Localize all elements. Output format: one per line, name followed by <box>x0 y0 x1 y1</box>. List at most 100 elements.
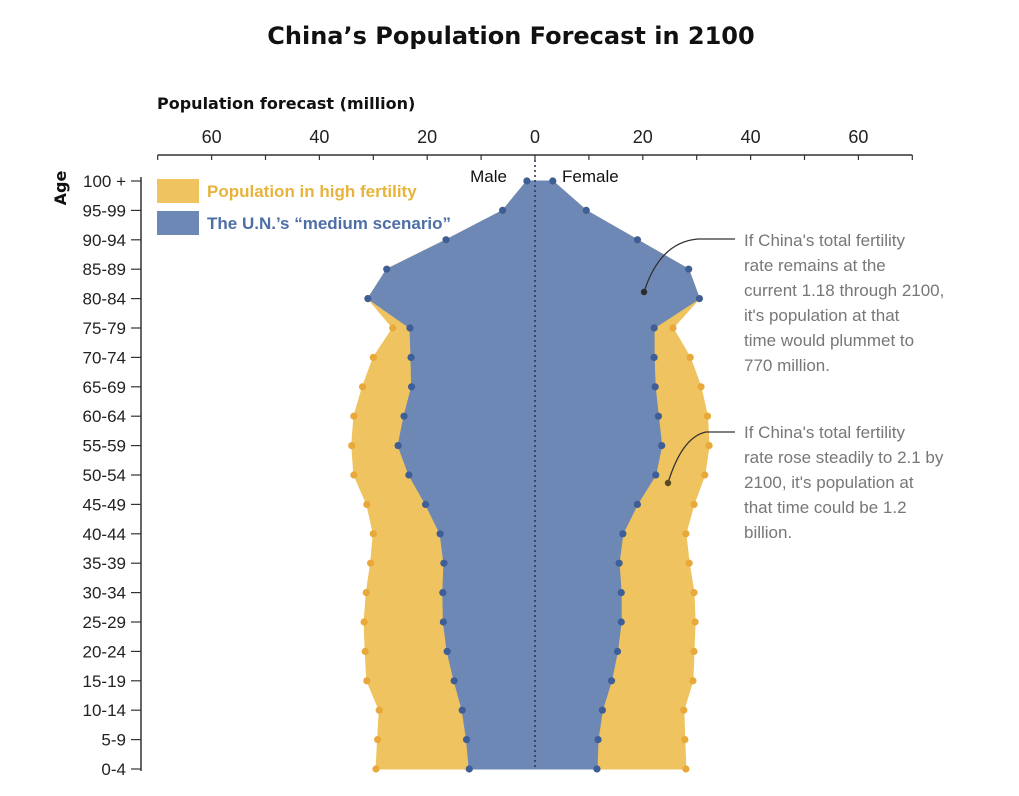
medium-scenario-point-female <box>582 206 590 214</box>
high-fertility-point-female <box>689 677 697 685</box>
annotation-text-line: 770 million. <box>744 356 830 375</box>
medium-scenario-point-male <box>400 412 408 420</box>
x-tick-label: 0 <box>530 127 540 147</box>
y-tick-label: 10-14 <box>83 701 126 720</box>
medium-scenario-point-female <box>594 736 602 744</box>
medium-scenario-point-male <box>439 618 447 626</box>
medium-scenario-point-male <box>450 677 458 685</box>
y-tick-label: 45-49 <box>83 495 126 514</box>
annotation-text-line: 2100, it's population at <box>744 473 914 492</box>
legend-label-medium-scenario: The U.N.’s “medium scenario” <box>207 214 451 233</box>
y-tick-label: 25-29 <box>83 613 126 632</box>
high-fertility-point-female <box>690 647 698 656</box>
annotation-leader-line <box>643 238 735 293</box>
medium-scenario-point-male <box>364 295 372 303</box>
high-fertility-point-female <box>685 559 693 567</box>
medium-scenario-point-female <box>615 559 623 567</box>
high-fertility-point-female <box>701 471 709 479</box>
medium-scenario-point-male <box>458 706 466 714</box>
y-tick-label: 80-84 <box>83 290 126 309</box>
high-fertility-point-male <box>363 500 371 508</box>
high-fertility-point-female <box>697 383 705 391</box>
high-fertility-point-male <box>375 706 383 714</box>
annotation-text-line: it's population at that <box>744 306 900 325</box>
y-tick-label: 85-89 <box>83 260 126 279</box>
high-fertility-point-male <box>350 412 358 420</box>
high-fertility-point-male <box>367 559 375 567</box>
x-tick-label: 20 <box>633 127 653 147</box>
high-fertility-point-female <box>669 324 677 332</box>
high-fertility-point-female <box>682 530 690 538</box>
high-fertility-point-male <box>363 677 371 685</box>
y-tick-label: 55-59 <box>83 437 126 456</box>
y-tick-label: 75-79 <box>83 319 126 338</box>
y-tick-label: 65-69 <box>83 378 126 397</box>
high-fertility-point-male <box>348 442 356 450</box>
annotation-text-line: current 1.18 through 2100, <box>744 281 944 300</box>
y-tick-label: 5-9 <box>101 731 126 750</box>
high-fertility-point-female <box>686 353 694 361</box>
high-fertility-point-male <box>361 647 369 656</box>
high-fertility-point-male <box>369 353 377 361</box>
high-fertility-point-male <box>374 736 382 744</box>
male-label: Male <box>470 167 507 186</box>
medium-scenario-point-male <box>442 236 450 244</box>
y-tick-label: 40-44 <box>83 525 126 544</box>
x-tick-label: 60 <box>202 127 222 147</box>
y-tick-label: 20-24 <box>83 642 126 661</box>
medium-scenario-point-male <box>440 559 448 567</box>
high-fertility-point-male <box>389 324 397 332</box>
medium-scenario-point-female <box>613 647 622 656</box>
annotation-leader-line <box>667 431 735 484</box>
medium-scenario-point-female <box>598 706 606 714</box>
high-fertility-point-male <box>372 765 380 773</box>
medium-scenario-point-female <box>619 530 627 538</box>
medium-scenario-point-male <box>406 324 414 332</box>
y-tick-label: 70-74 <box>83 348 126 367</box>
annotation-text-line: billion. <box>744 523 792 542</box>
y-tick-label: 35-39 <box>83 554 126 573</box>
medium-scenario-point-male <box>436 530 444 538</box>
high-fertility-point-male <box>362 589 370 597</box>
medium-scenario-point-male <box>405 471 413 479</box>
medium-scenario-point-female <box>650 353 658 361</box>
medium-scenario-point-male <box>462 736 471 744</box>
y-axis: 0-4 5-9 10-14 15-19 20-24 25-29 30-34 35-39 40-4… <box>83 172 142 779</box>
high-fertility-point-male <box>360 618 368 626</box>
medium-scenario-point-female <box>652 471 660 479</box>
y-tick-label: 30-34 <box>83 584 126 603</box>
x-axis-title: Population forecast (million) <box>157 94 415 113</box>
data-points <box>348 177 713 773</box>
annotation-anchor-dot <box>640 288 648 296</box>
high-fertility-point-female <box>705 442 713 450</box>
annotation-text-line: If China's total fertility <box>744 231 906 250</box>
x-tick-label: 20 <box>417 127 437 147</box>
medium-scenario-point-male <box>394 442 402 450</box>
high-fertility-point-female <box>682 765 690 773</box>
high-fertility-point-male <box>350 471 358 479</box>
annotation-anchor-dot <box>664 479 672 487</box>
annotation-text-line: rate rose steadily to 2.1 by <box>744 448 944 467</box>
y-tick-label: 50-54 <box>83 466 126 485</box>
medium-scenario-point-female <box>654 412 663 420</box>
high-fertility-point-female <box>690 589 698 597</box>
medium-scenario-point-female <box>650 324 658 332</box>
x-tick-label: 60 <box>848 127 868 147</box>
x-tick-label: 40 <box>741 127 761 147</box>
high-fertility-point-female <box>690 500 698 508</box>
legend-swatch-high-fertility <box>157 179 199 203</box>
medium-scenario-point-female <box>593 765 601 773</box>
medium-scenario-point-male <box>421 500 430 508</box>
medium-scenario-point-female <box>617 618 625 626</box>
annotation-text-line: rate remains at the <box>744 256 886 275</box>
x-axis: 60 40 20 0 20 40 60 <box>157 127 913 160</box>
y-tick-label: 90-94 <box>83 231 126 250</box>
annotations: If China's total fertility rate remains a… <box>640 231 944 542</box>
high-fertility-point-female <box>680 706 688 714</box>
medium-scenario-point-male <box>499 206 507 214</box>
medium-scenario-point-male <box>439 589 447 597</box>
medium-scenario-point-male <box>523 177 531 185</box>
y-tick-label: 95-99 <box>83 201 126 220</box>
medium-scenario-point-male <box>407 353 415 361</box>
